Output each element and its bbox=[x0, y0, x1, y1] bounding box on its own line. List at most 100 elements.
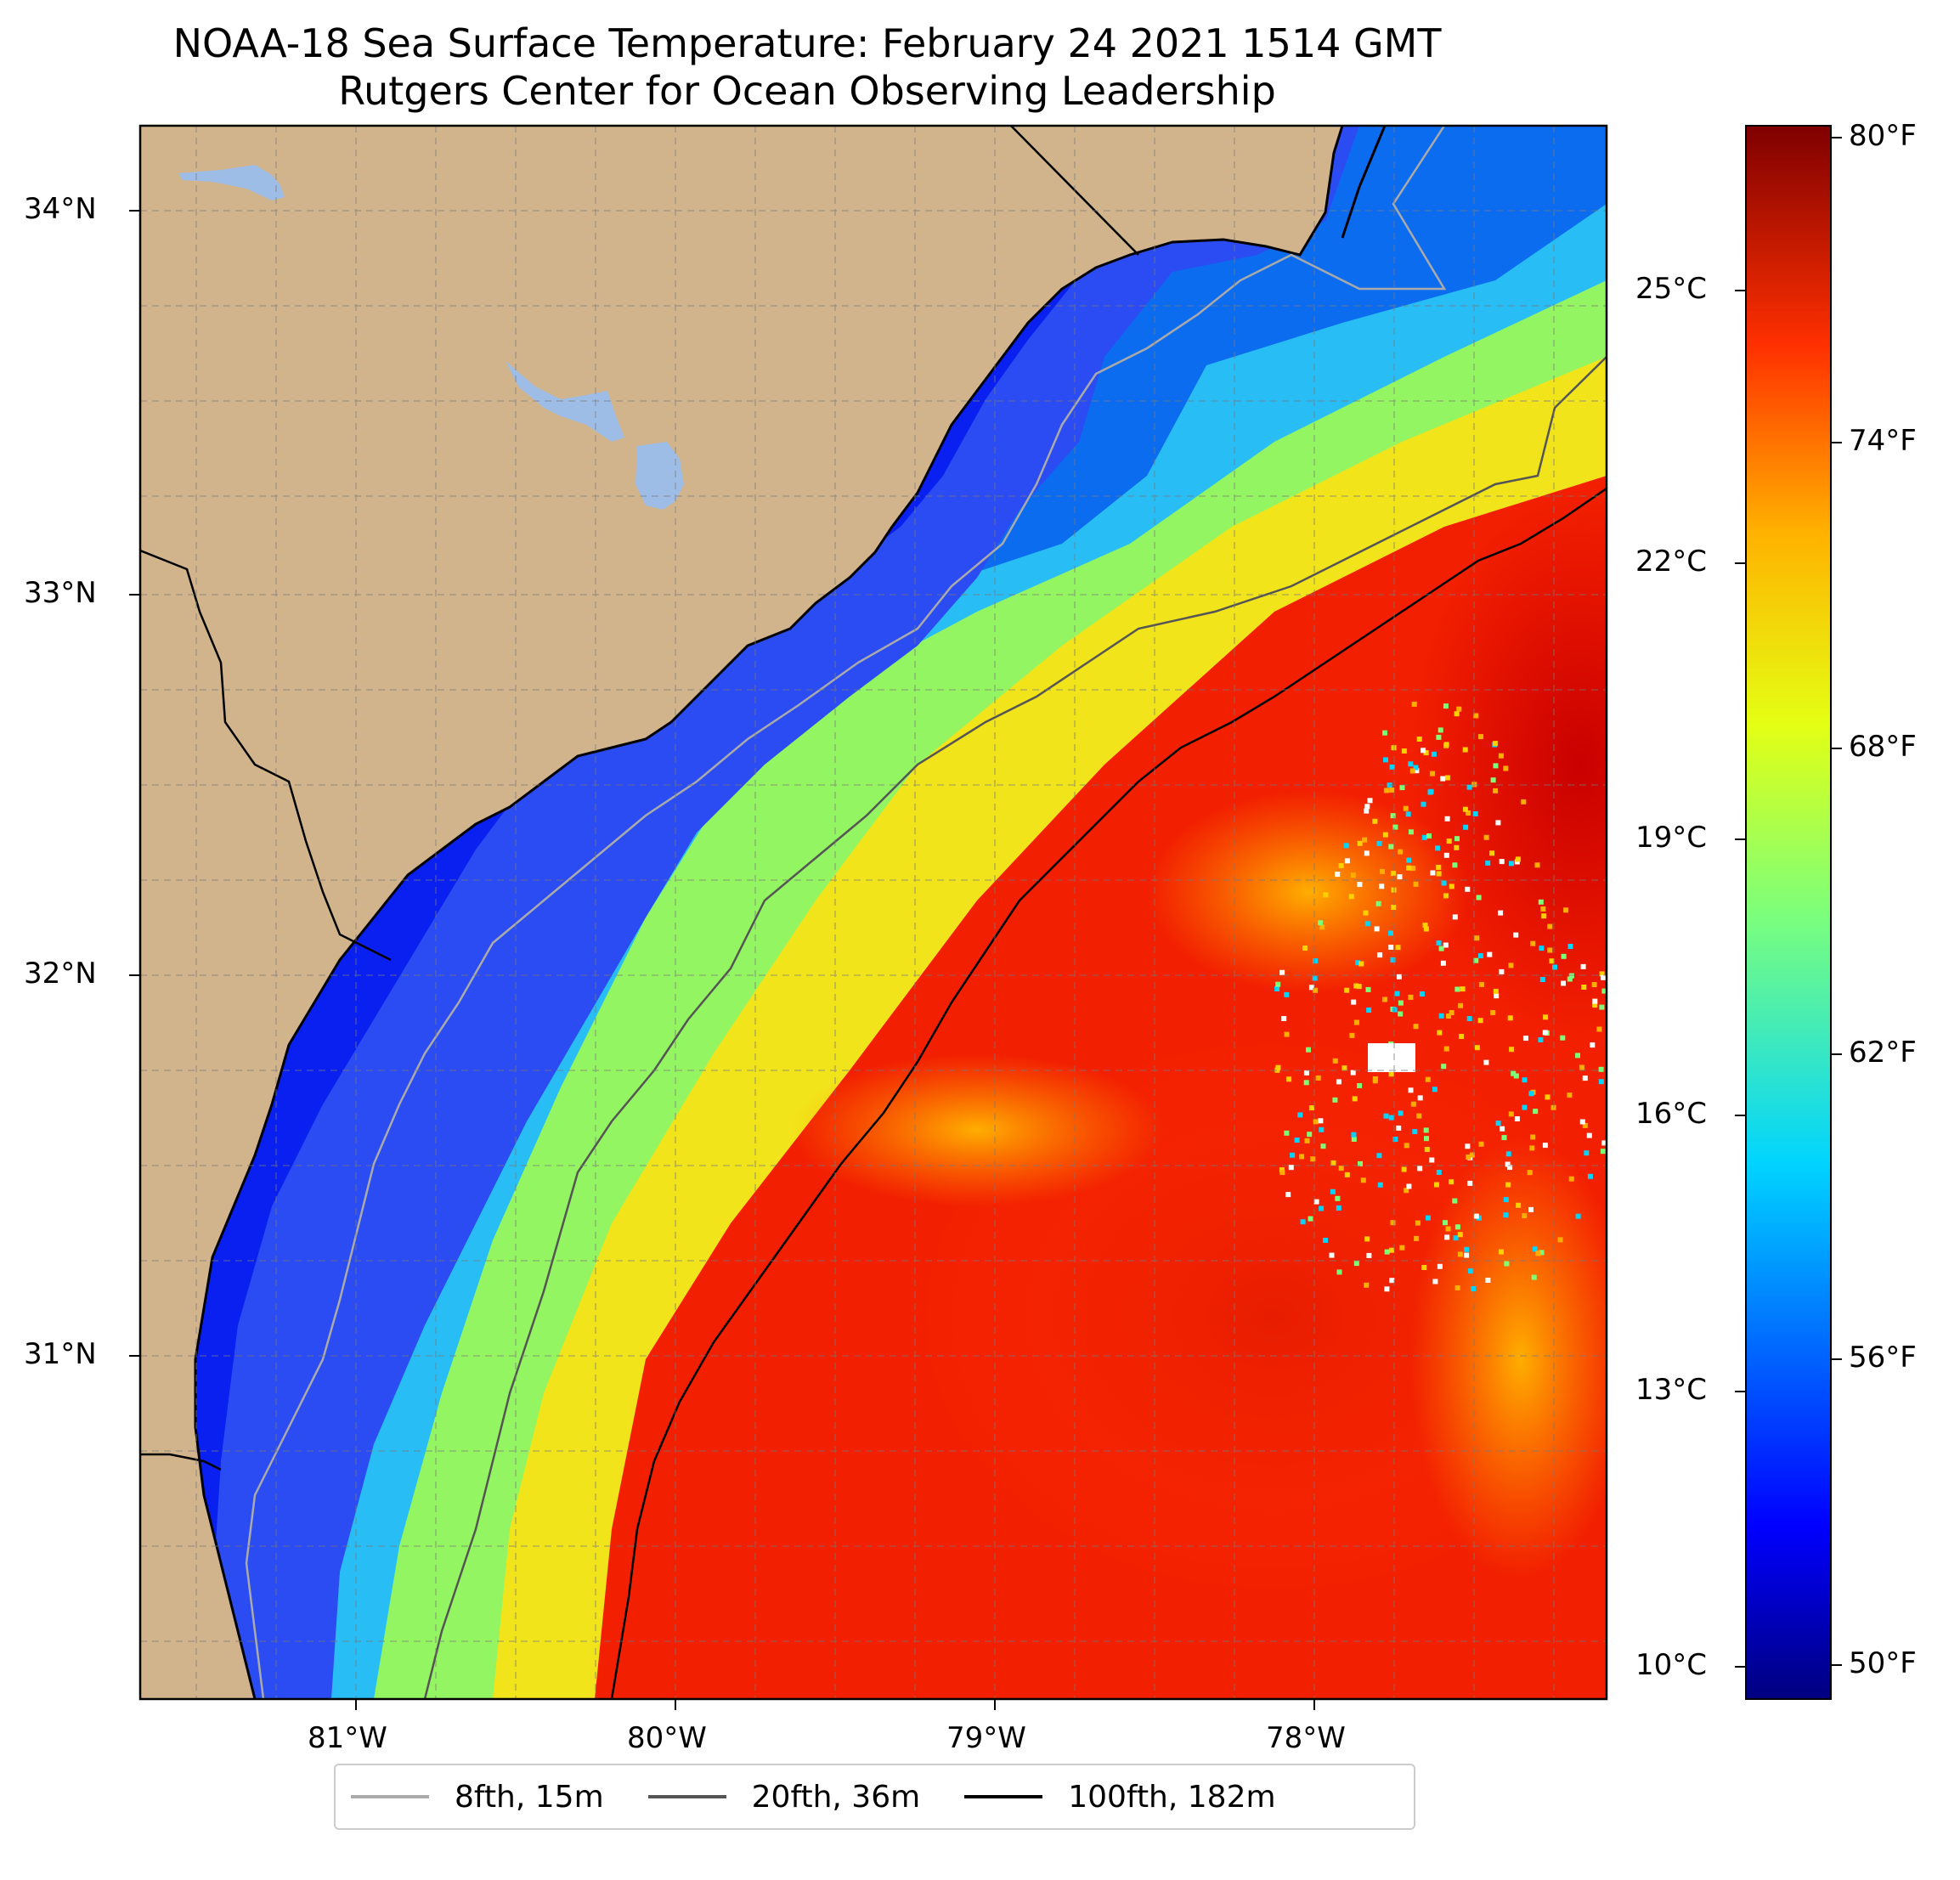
cloud-speckle-pixel bbox=[1388, 1071, 1394, 1077]
colorbar bbox=[1745, 125, 1832, 1700]
cloud-speckle-pixel bbox=[1377, 952, 1383, 958]
cloud-speckle-pixel bbox=[1454, 1224, 1460, 1230]
cloud-speckle-pixel bbox=[1356, 984, 1362, 990]
cloud-speckle-pixel bbox=[1509, 1047, 1515, 1053]
cloud-speckle-pixel bbox=[1472, 811, 1478, 816]
cloud-speckle-pixel bbox=[1338, 1166, 1344, 1171]
cloud-speckle-pixel bbox=[1382, 832, 1388, 838]
cloud-speckle-pixel bbox=[1382, 730, 1387, 736]
cloud-speckle-pixel bbox=[1530, 1134, 1536, 1140]
cloud-speckle-pixel bbox=[1358, 1160, 1363, 1166]
cloud-speckle-pixel bbox=[1401, 1166, 1407, 1172]
legend-item-100fth: 100fth, 182m bbox=[964, 1780, 1276, 1815]
state-border-sc-ga bbox=[140, 549, 392, 962]
cloud-speckle-pixel bbox=[1457, 1232, 1463, 1238]
cloud-speckle-pixel bbox=[1344, 1171, 1350, 1177]
cloud-speckle-pixel bbox=[1335, 872, 1341, 878]
cloud-speckle-pixel bbox=[1567, 976, 1573, 982]
cloud-speckle-pixel bbox=[1332, 1058, 1338, 1064]
cloud-speckle-pixel bbox=[1341, 1065, 1347, 1071]
cloud-speckle-pixel bbox=[1505, 1161, 1511, 1167]
cloud-speckle-pixel bbox=[1380, 868, 1385, 874]
cloud-speckle-pixel bbox=[1477, 1018, 1483, 1024]
cloud-speckle-pixel bbox=[1410, 1101, 1416, 1107]
cloud-speckle-pixel bbox=[1390, 813, 1396, 819]
cloud-speckle-pixel bbox=[1358, 961, 1364, 967]
cloud-speckle-pixel bbox=[1336, 1205, 1341, 1211]
cloud-speckle-pixel bbox=[1601, 988, 1607, 994]
cloud-speckle-pixel bbox=[1473, 1213, 1479, 1219]
cloud-speckle-pixel bbox=[1476, 895, 1482, 900]
cloud-speckle-pixel bbox=[1489, 850, 1494, 856]
cloud-speckle-pixel bbox=[1413, 1024, 1419, 1030]
cbar-f-74: 74°F bbox=[1849, 424, 1917, 458]
cloud-speckle-pixel bbox=[1413, 881, 1419, 887]
cloud-speckle-pixel bbox=[1308, 1216, 1313, 1222]
cloud-speckle-pixel bbox=[1440, 776, 1446, 782]
cloud-speckle-pixel bbox=[1353, 1019, 1359, 1025]
cloud-speckle-pixel bbox=[1413, 765, 1419, 771]
cloud-speckle-pixel bbox=[1505, 1151, 1511, 1157]
cloud-speckle-pixel bbox=[1414, 768, 1420, 774]
lon-label-78: 78°W bbox=[1266, 1721, 1346, 1755]
cloud-speckle-pixel bbox=[1303, 1080, 1309, 1086]
cloud-speckle-pixel bbox=[1567, 944, 1573, 949]
cloud-speckle-pixel bbox=[1454, 844, 1460, 850]
cloud-speckle-pixel bbox=[1478, 1141, 1484, 1147]
legend-swatch-100fth bbox=[964, 1795, 1043, 1798]
cloud-speckle-pixel bbox=[1508, 1111, 1514, 1117]
cloud-speckle-pixel bbox=[1580, 963, 1586, 969]
cloud-speckle-pixel bbox=[1390, 1220, 1396, 1226]
cloud-speckle-pixel bbox=[1549, 958, 1555, 964]
cloud-speckle-pixel bbox=[1288, 1165, 1294, 1171]
cloud-speckle-pixel bbox=[1528, 1091, 1534, 1097]
cloud-speckle-pixel bbox=[1416, 737, 1422, 742]
cloud-speckle-pixel bbox=[1396, 1125, 1402, 1131]
cloud-speckle-pixel bbox=[1471, 1286, 1477, 1292]
cloud-speckle-pixel bbox=[1582, 1075, 1588, 1081]
cloud-speckle-pixel bbox=[1463, 824, 1469, 830]
lake-moultrie bbox=[635, 442, 684, 510]
cloud-speckle-pixel bbox=[1391, 905, 1397, 910]
cloud-speckle-pixel bbox=[1601, 1140, 1607, 1146]
lake-marion bbox=[506, 361, 624, 442]
cloud-speckle-pixel bbox=[1294, 1138, 1300, 1143]
cloud-speckle-pixel bbox=[1490, 1010, 1496, 1015]
cloud-speckle-pixel bbox=[1503, 1197, 1509, 1203]
cloud-speckle-pixel bbox=[1541, 913, 1547, 919]
cloud-speckle-pixel bbox=[1473, 957, 1479, 963]
legend-swatch-8fth bbox=[351, 1795, 429, 1798]
cloud-speckle-pixel bbox=[1275, 981, 1281, 987]
land-mass bbox=[140, 126, 1342, 1699]
cloud-speckle-pixel bbox=[1374, 926, 1380, 932]
legend-swatch-20fth bbox=[647, 1795, 726, 1798]
cloud-speckle-pixel bbox=[1522, 1036, 1528, 1042]
cloud-speckle-pixel bbox=[1432, 1087, 1438, 1092]
cloud-speckle-pixel bbox=[1312, 975, 1318, 981]
cloud-speckle-pixel bbox=[1423, 926, 1429, 932]
colorbar-ticks bbox=[1735, 137, 1842, 1668]
legend-item-20fth: 20fth, 36m bbox=[647, 1780, 920, 1815]
cloud-speckle-pixel bbox=[1466, 784, 1472, 790]
cloud-speckle-pixel bbox=[1469, 1152, 1475, 1158]
cloud-speckle-pixel bbox=[1398, 849, 1404, 855]
cloud-speckle-pixel bbox=[1403, 805, 1409, 811]
cloud-speckle-pixel bbox=[1297, 1112, 1303, 1118]
cloud-speckle-pixel bbox=[1495, 820, 1501, 826]
cloud-speckle-pixel bbox=[1511, 1070, 1517, 1076]
cloud-speckle-pixel bbox=[1509, 861, 1514, 867]
cloud-speckle-pixel bbox=[1476, 1215, 1482, 1221]
cloud-speckle-pixel bbox=[1319, 1126, 1325, 1132]
cloud-speckle-pixel bbox=[1540, 906, 1546, 912]
cloud-speckle-pixel bbox=[1538, 1037, 1544, 1042]
cloud-speckle-pixel bbox=[1421, 834, 1427, 840]
cbar-c-10: 10°C bbox=[1635, 1648, 1708, 1682]
cloud-speckle-pixel bbox=[1561, 980, 1566, 986]
lon-label-80: 80°W bbox=[627, 1721, 707, 1755]
cloud-speckle-pixel bbox=[1474, 935, 1480, 941]
cloud-speckle-pixel bbox=[1357, 1083, 1363, 1088]
cloud-speckle-pixel bbox=[1599, 1004, 1605, 1010]
cloud-speckle-pixel bbox=[1318, 920, 1324, 926]
cloud-speckle-pixel bbox=[1514, 859, 1520, 865]
